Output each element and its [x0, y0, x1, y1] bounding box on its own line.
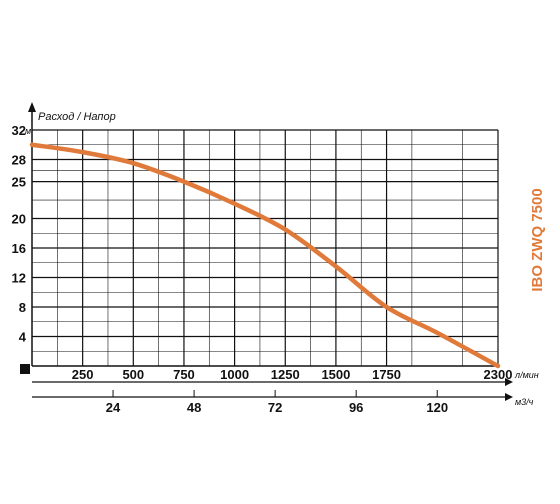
- y-tick-label: 25: [12, 175, 26, 190]
- minor-grid: [32, 130, 498, 366]
- x-tick-label: 750: [173, 367, 195, 382]
- x2-tick-label: 72: [268, 400, 282, 415]
- x-tick-label: 2300: [484, 367, 513, 382]
- y-unit-label: м: [25, 126, 31, 136]
- x2-unit-label: м3/ч: [515, 397, 534, 407]
- y-axis-title: Расход / Напор: [38, 111, 116, 123]
- series-line: [29, 142, 501, 369]
- y-tick-label: 20: [12, 212, 26, 227]
- y-tick-label: 28: [12, 153, 26, 168]
- axes: [28, 102, 513, 401]
- x2-tick-label: 24: [106, 400, 121, 415]
- x-unit-label: л/мин: [514, 370, 539, 380]
- x-tick-label: 1500: [321, 367, 350, 382]
- x2-tick-label: 48: [187, 400, 201, 415]
- y-tick-label: 4: [19, 330, 27, 345]
- y-tick-label: 32: [12, 123, 26, 138]
- curve-layer: [29, 142, 501, 369]
- y-tick-label: 8: [19, 300, 26, 315]
- x-tick-label: 250: [72, 367, 94, 382]
- x-tick-label: 500: [122, 367, 144, 382]
- x2-scale-arrow: [505, 393, 513, 401]
- x-tick-label: 1250: [271, 367, 300, 382]
- y-tick-label: 12: [12, 271, 26, 286]
- x-tick-label: 1000: [220, 367, 249, 382]
- x2-tick-label: 120: [426, 400, 448, 415]
- model-label: IBO ZWQ 7500: [529, 188, 546, 291]
- x-scale-arrow: [505, 378, 513, 386]
- x2-tick-label: 96: [349, 400, 363, 415]
- y-axis-arrow: [28, 102, 36, 112]
- origin-marker: [20, 364, 30, 374]
- x-tick-label: 1750: [372, 367, 401, 382]
- y-tick-label: 16: [12, 241, 26, 256]
